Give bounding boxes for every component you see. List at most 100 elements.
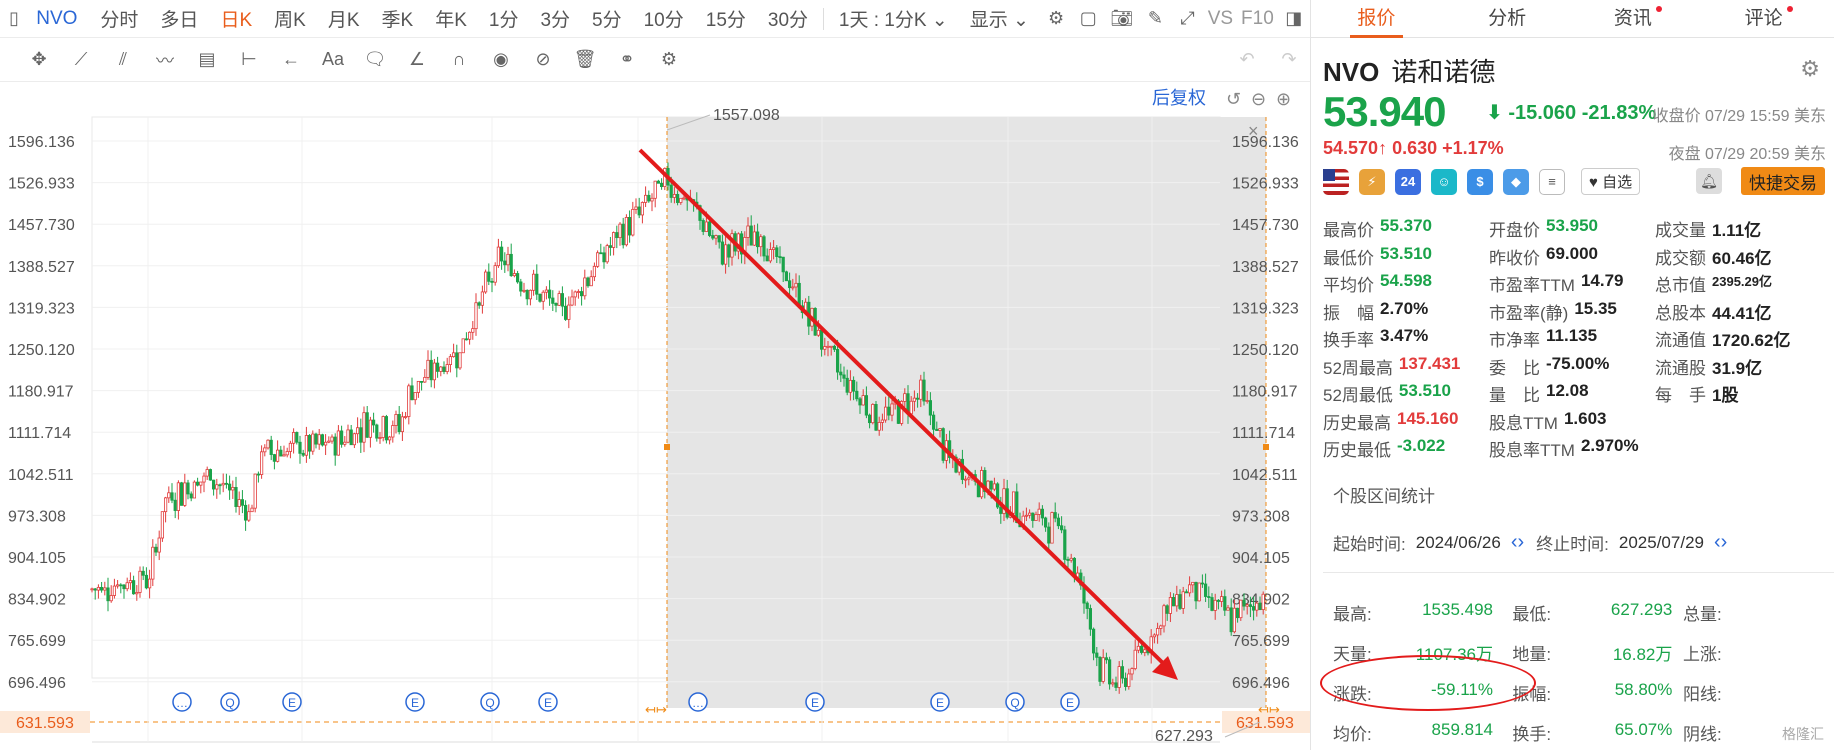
timeframe-8[interactable]: 3分 — [540, 10, 571, 31]
dollar-icon[interactable]: $ — [1467, 168, 1493, 195]
candle-body — [1226, 607, 1230, 611]
redo-icon[interactable]: ↷ — [1281, 49, 1297, 69]
us-flag-icon[interactable] — [1323, 168, 1349, 195]
event-marker[interactable] — [480, 692, 500, 712]
event-marker[interactable] — [282, 692, 302, 712]
tab-comments[interactable]: 评论 — [1703, 0, 1834, 37]
event-marker[interactable] — [220, 692, 240, 712]
camera-icon[interactable]: 📷︎ — [1110, 8, 1134, 28]
candle-body — [1040, 508, 1044, 519]
start-date[interactable]: 2024/06/26 — [1415, 532, 1501, 552]
span-select[interactable]: 1天 : 1分K ⌄ — [838, 10, 948, 31]
timeframe-4[interactable]: 月K — [327, 10, 360, 31]
timeframe-1[interactable]: 多日 — [160, 10, 199, 31]
hide-icon[interactable]: ⊘ — [535, 49, 551, 69]
selection-handle[interactable] — [1263, 444, 1269, 450]
timeframe-10[interactable]: 10分 — [643, 10, 684, 31]
panel-toggle-icon[interactable]: ▯ — [9, 8, 20, 28]
text-tool-icon[interactable]: Aa — [321, 49, 345, 69]
event-marker[interactable] — [1005, 692, 1025, 712]
candle-body — [243, 504, 248, 521]
zoom-out-icon[interactable]: ⊖ — [1251, 89, 1266, 110]
range-start-handle-icon[interactable]: ↤↦ — [645, 703, 667, 718]
line-tool-icon[interactable]: ⟋ — [74, 49, 88, 69]
fullscreen-icon[interactable]: ⤢ — [1180, 8, 1195, 28]
timeframe-toolbar: ▯ NVO 分时 多日 日K 周K 月K 季K 年K 1分 3分 5分 10分 15分 30分 1天 :… — [0, 0, 1310, 38]
timeframe-3[interactable]: 周K — [274, 10, 306, 31]
wave-tool-icon[interactable]: 〰 — [156, 50, 174, 71]
kline-chart[interactable]: × 1596.136 1596.136 1526.933 1526.933 1457.73… — [0, 82, 1310, 750]
24h-icon[interactable]: 24 — [1395, 168, 1421, 195]
display-select[interactable]: 显示 ⌄ — [969, 10, 1029, 31]
event-marker[interactable] — [405, 692, 425, 712]
trash-icon[interactable]: 🗑︎ — [573, 49, 597, 69]
magnet-icon[interactable]: ∩ — [452, 49, 466, 69]
fib-tool-icon[interactable]: ▤ — [198, 49, 216, 69]
event-marker-label: Q — [1010, 696, 1019, 710]
timeframe-0[interactable]: 分时 — [100, 10, 139, 31]
range-end-handle-icon[interactable]: ↤↦ — [1258, 703, 1280, 718]
fast-icon[interactable]: ⚡︎ — [1359, 168, 1385, 195]
vs-button[interactable]: VS — [1207, 7, 1234, 29]
channel-tool-icon[interactable]: ⫽ — [118, 49, 128, 69]
event-marker[interactable] — [1060, 692, 1080, 712]
close-selection-icon[interactable]: × — [1248, 121, 1259, 141]
event-marker[interactable] — [172, 692, 192, 712]
timeframe-9[interactable]: 5分 — [592, 10, 622, 31]
square-icon[interactable]: ▢ — [1079, 8, 1097, 28]
metric-label: 市净率 — [1489, 331, 1540, 351]
metric: 流通股 31.9亿 — [1655, 354, 1821, 379]
note-icon[interactable]: ≡ — [1539, 168, 1565, 195]
candle-body — [823, 346, 827, 350]
timeframe-6[interactable]: 年K — [435, 10, 467, 31]
trend-arrow-line[interactable] — [638, 148, 1172, 672]
timeframe-5[interactable]: 季K — [381, 10, 414, 31]
event-marker[interactable] — [538, 692, 558, 712]
fast-trade-button[interactable]: 快捷交易 — [1741, 167, 1825, 195]
metric-label: 总股本 — [1655, 303, 1706, 323]
candle-body — [474, 302, 478, 330]
ref-label-bg — [0, 711, 90, 733]
candle-body — [1034, 514, 1038, 521]
end-date[interactable]: 2025/07/29 — [1618, 532, 1704, 552]
end-stepper-icon[interactable]: ‹› — [1713, 531, 1728, 553]
selection-handle[interactable] — [664, 444, 670, 450]
timeframe-7[interactable]: 1分 — [488, 10, 519, 31]
metric: 每 手 1股 — [1655, 381, 1821, 406]
community-icon[interactable]: ☺ — [1431, 168, 1457, 195]
gear-icon[interactable]: ⚙ — [1800, 56, 1820, 81]
adjust-mode-button[interactable]: 后复权 — [1152, 88, 1206, 108]
f10-button[interactable]: F10 — [1241, 7, 1274, 29]
candle-body — [480, 291, 485, 306]
link-icon[interactable]: ⚭ — [619, 49, 635, 69]
event-marker[interactable] — [805, 692, 825, 712]
timeframe-2[interactable]: 日K — [220, 10, 253, 31]
move-icon[interactable]: ✥ — [31, 49, 47, 69]
timeframe-12[interactable]: 30分 — [767, 10, 809, 31]
pencil-icon[interactable]: ✎ — [1147, 8, 1163, 28]
tag-icon[interactable]: ◆ — [1503, 168, 1529, 195]
timeframe-11[interactable]: 15分 — [705, 10, 746, 31]
zoom-in-icon[interactable]: ⊕ — [1276, 89, 1291, 110]
tab-analysis[interactable]: 分析 — [1488, 8, 1527, 29]
event-marker[interactable] — [688, 692, 708, 712]
selection-region[interactable] — [667, 117, 1266, 708]
sidebar-toggle-icon[interactable]: ◨ — [1285, 8, 1303, 28]
visibility-icon[interactable]: ◉ — [493, 49, 509, 69]
add-watchlist-button[interactable]: ♥ 自选 — [1581, 168, 1641, 195]
draw-settings-icon[interactable]: ⚙ — [660, 49, 678, 69]
start-stepper-icon[interactable]: ‹› — [1510, 531, 1525, 553]
ruler-icon[interactable]: ∠ — [408, 49, 426, 69]
tab-news[interactable]: 资讯 — [1573, 0, 1704, 37]
measure-tool-icon[interactable]: ⊢ — [241, 49, 257, 69]
arrow-tool-icon[interactable]: ← — [282, 49, 300, 69]
event-marker[interactable] — [930, 692, 950, 712]
bell-icon[interactable]: 🔔︎ — [1696, 168, 1722, 194]
undo-icon[interactable]: ↶ — [1239, 49, 1255, 69]
comment-tool-icon[interactable]: 🗨︎ — [363, 49, 387, 69]
symbol-label[interactable]: NVO — [36, 7, 78, 29]
tab-quote[interactable]: 报价 — [1311, 0, 1442, 38]
reset-icon[interactable]: ↺ — [1226, 89, 1241, 110]
settings-icon[interactable]: ⚙ — [1047, 8, 1065, 28]
